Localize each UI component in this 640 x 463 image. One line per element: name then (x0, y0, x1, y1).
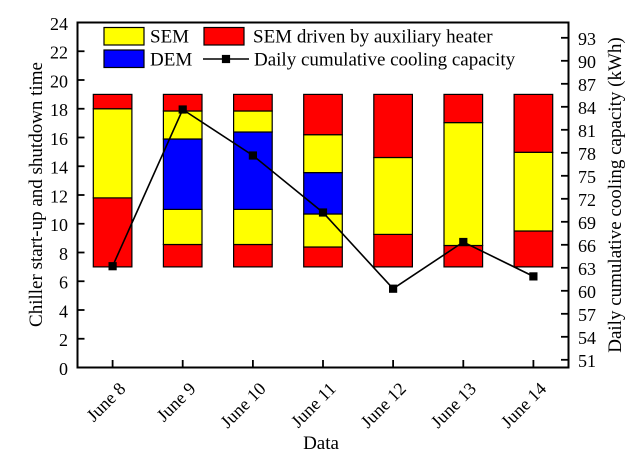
svg-text:81: 81 (578, 121, 596, 141)
svg-text:78: 78 (578, 144, 596, 164)
svg-text:Data: Data (303, 433, 339, 454)
svg-text:18: 18 (50, 100, 68, 120)
svg-text:10: 10 (50, 215, 68, 235)
svg-text:69: 69 (578, 213, 596, 233)
svg-text:66: 66 (578, 236, 596, 256)
svg-text:8: 8 (59, 244, 68, 264)
svg-text:DEM: DEM (150, 49, 192, 70)
svg-text:75: 75 (578, 167, 596, 187)
svg-text:20: 20 (50, 71, 68, 91)
svg-text:16: 16 (50, 129, 68, 149)
svg-text:24: 24 (50, 14, 68, 34)
svg-text:72: 72 (578, 190, 596, 210)
svg-text:22: 22 (50, 43, 68, 63)
svg-text:14: 14 (50, 158, 68, 178)
svg-text:SEM: SEM (150, 26, 189, 47)
svg-text:54: 54 (578, 328, 596, 348)
svg-text:84: 84 (578, 98, 596, 118)
svg-text:57: 57 (578, 305, 596, 325)
svg-text:63: 63 (578, 259, 596, 279)
svg-text:87: 87 (578, 75, 596, 95)
svg-text:60: 60 (578, 282, 596, 302)
svg-text:0: 0 (59, 359, 68, 379)
svg-text:SEM driven by auxiliary heater: SEM driven by auxiliary heater (253, 26, 493, 47)
svg-text:2: 2 (59, 330, 68, 350)
svg-text:93: 93 (578, 29, 596, 49)
svg-text:Chiller start-up and shutdown: Chiller start-up and shutdown time (26, 62, 47, 327)
svg-text:Daily cumulative cooling capa: Daily cumulative cooling capacity (kWh) (605, 37, 626, 353)
svg-text:6: 6 (59, 273, 68, 293)
svg-text:Daily cumulative cooling capac: Daily cumulative cooling capacity (254, 49, 516, 70)
svg-text:4: 4 (59, 301, 68, 321)
svg-text:51: 51 (578, 351, 596, 371)
svg-text:12: 12 (50, 186, 68, 206)
svg-text:90: 90 (578, 52, 596, 72)
